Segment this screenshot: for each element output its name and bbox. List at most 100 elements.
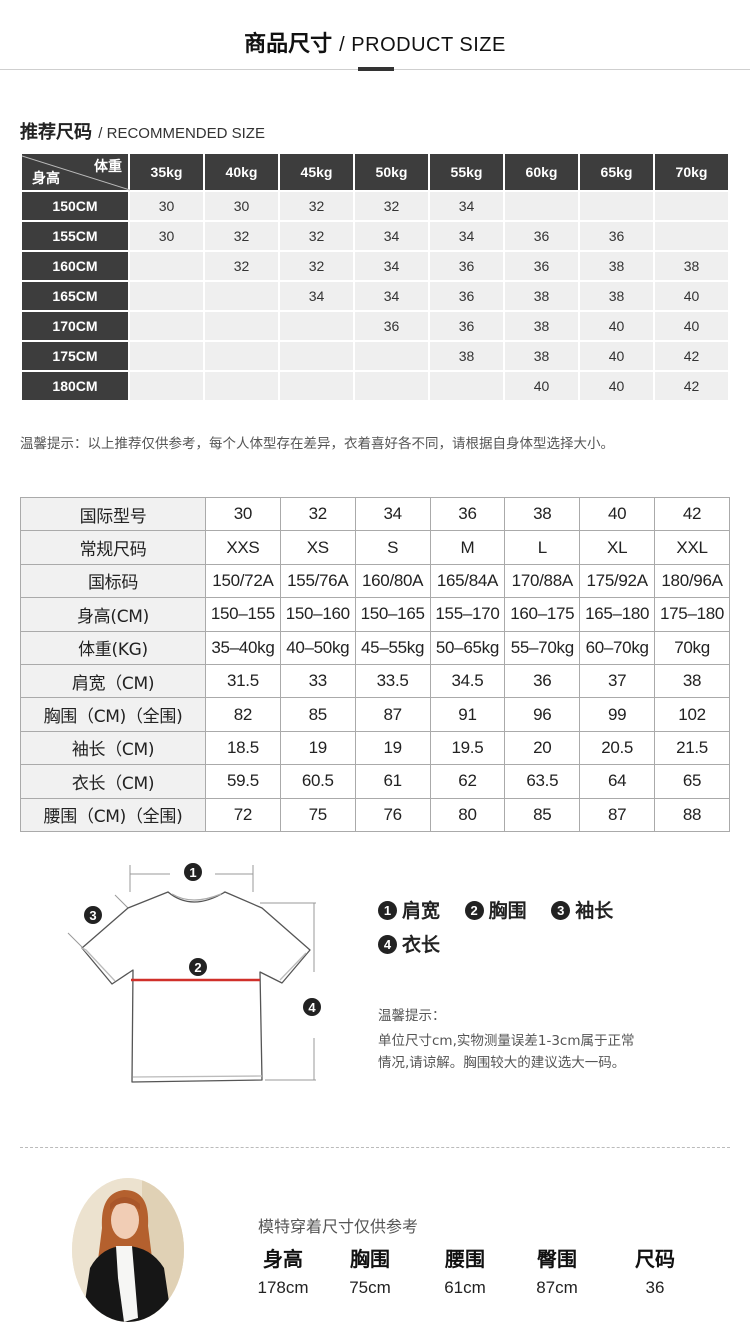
size-cell — [278, 370, 355, 402]
page-title: 商品尺寸 / PRODUCT SIZE — [0, 26, 750, 58]
value-cell: 76 — [354, 797, 431, 832]
size-cell — [653, 190, 730, 222]
size-cell — [203, 370, 280, 402]
value-cell: S — [354, 530, 431, 565]
value-cell: 36 — [429, 496, 506, 532]
model-stat: 身高 178cm — [243, 1243, 323, 1298]
value-cell: 18.5 — [205, 730, 281, 766]
value-cell: 80 — [429, 797, 506, 832]
value-cell: 165/84A — [429, 563, 506, 599]
size-cell — [353, 340, 430, 372]
value-cell: 175–180 — [654, 597, 730, 632]
value-cell: 170/88A — [504, 563, 581, 599]
weight-header: 40kg — [203, 152, 280, 192]
corner-cell: 体重 身高 — [20, 152, 130, 192]
recommended-size-table: 体重 身高 35kg 40kg 45kg 50kg 55kg 60kg 65kg 70kg 150C… — [20, 152, 730, 402]
size-cell: 40 — [653, 310, 730, 342]
size-cell: 40 — [503, 370, 580, 402]
size-cell: 34 — [353, 250, 430, 282]
value-cell: 35–40kg — [205, 630, 281, 665]
weight-axis-label: 体重 — [94, 158, 122, 174]
value-cell: 36 — [504, 663, 581, 699]
size-cell — [128, 250, 205, 282]
value-cell: 99 — [579, 697, 656, 732]
model-stat: 腰围 61cm — [425, 1243, 505, 1298]
size-cell: 32 — [203, 250, 280, 282]
size-cell — [128, 370, 205, 402]
stat-label: 胸围 — [350, 1247, 390, 1271]
recommended-size-title: 推荐尺码 / RECOMMENDED SIZE — [20, 118, 265, 144]
weight-header: 60kg — [503, 152, 580, 192]
value-cell: 33.5 — [354, 663, 431, 699]
height-header: 175CM — [20, 340, 130, 372]
row-label: 国际型号 — [20, 496, 206, 532]
value-cell: L — [504, 530, 581, 565]
value-cell: 62 — [429, 764, 506, 799]
model-stat: 臀围 87cm — [517, 1243, 597, 1298]
size-cell: 36 — [503, 220, 580, 252]
size-cell: 34 — [278, 280, 355, 312]
value-cell: 61 — [354, 764, 431, 799]
size-cell — [278, 340, 355, 372]
size-cell: 34 — [353, 280, 430, 312]
table-row: 155CM 30 32 32 34 34 36 36 — [20, 220, 730, 252]
value-cell: 64 — [579, 764, 656, 799]
stat-label: 腰围 — [445, 1247, 485, 1271]
value-cell: 85 — [279, 697, 356, 732]
stat-label: 尺码 — [635, 1247, 675, 1271]
value-cell: XL — [579, 530, 656, 565]
stat-value: 36 — [645, 1278, 665, 1297]
measure-legend: 1 肩宽 2 胸围 3 袖长 — [378, 896, 613, 923]
value-cell: 150–160 — [279, 597, 356, 632]
value-cell: XXL — [654, 530, 730, 565]
value-cell: 75 — [279, 797, 356, 832]
tip-title: 温馨提示： — [378, 1008, 446, 1024]
size-cell: 34 — [353, 220, 430, 252]
weight-header: 65kg — [578, 152, 655, 192]
value-cell: 60–70kg — [579, 630, 656, 665]
legend-item-sleeve: 3 袖长 — [551, 900, 613, 922]
size-cell: 36 — [353, 310, 430, 342]
size-cell: 32 — [353, 190, 430, 222]
row-label: 胸围（CM)（全围) — [20, 697, 206, 732]
value-cell: 19 — [354, 730, 431, 766]
value-cell: 34.5 — [429, 663, 506, 699]
stat-value: 87cm — [536, 1278, 578, 1297]
value-cell: 38 — [504, 496, 581, 532]
legend-label: 袖长 — [575, 900, 614, 922]
value-cell: 33 — [279, 663, 356, 699]
size-cell: 36 — [428, 250, 505, 282]
model-stat: 尺码 36 — [615, 1243, 695, 1298]
table-row: 袖长（CM) 18.5 19 19 19.5 20 20.5 21.5 — [20, 730, 730, 766]
row-label: 腰围（CM)（全围) — [20, 797, 206, 832]
weight-header: 50kg — [353, 152, 430, 192]
size-cell: 38 — [503, 340, 580, 372]
value-cell: 165–180 — [579, 597, 656, 632]
number-4-icon: 4 — [378, 935, 397, 954]
value-cell: 160/80A — [354, 563, 431, 599]
value-cell: 20.5 — [579, 730, 656, 766]
stat-label: 臀围 — [537, 1247, 577, 1271]
row-label: 袖长（CM) — [20, 730, 206, 766]
value-cell: 82 — [205, 697, 281, 732]
size-cell — [503, 190, 580, 222]
number-3-icon: 3 — [551, 901, 571, 920]
value-cell: 30 — [205, 496, 281, 532]
size-cell: 40 — [653, 280, 730, 312]
size-cell — [203, 340, 280, 372]
value-cell: 85 — [504, 797, 581, 832]
stat-value: 75cm — [349, 1278, 391, 1297]
size-cell — [653, 220, 730, 252]
size-cell — [428, 370, 505, 402]
value-cell: 32 — [279, 496, 356, 532]
value-cell: 150–165 — [354, 597, 431, 632]
size-cell: 38 — [503, 280, 580, 312]
value-cell: 96 — [504, 697, 581, 732]
size-cell: 36 — [428, 310, 505, 342]
size-cell — [128, 310, 205, 342]
table-row: 180CM 40 40 42 — [20, 370, 730, 402]
size-cell: 38 — [578, 250, 655, 282]
value-cell: 150–155 — [205, 597, 281, 632]
value-cell: 72 — [205, 797, 281, 832]
value-cell: 87 — [579, 797, 656, 832]
